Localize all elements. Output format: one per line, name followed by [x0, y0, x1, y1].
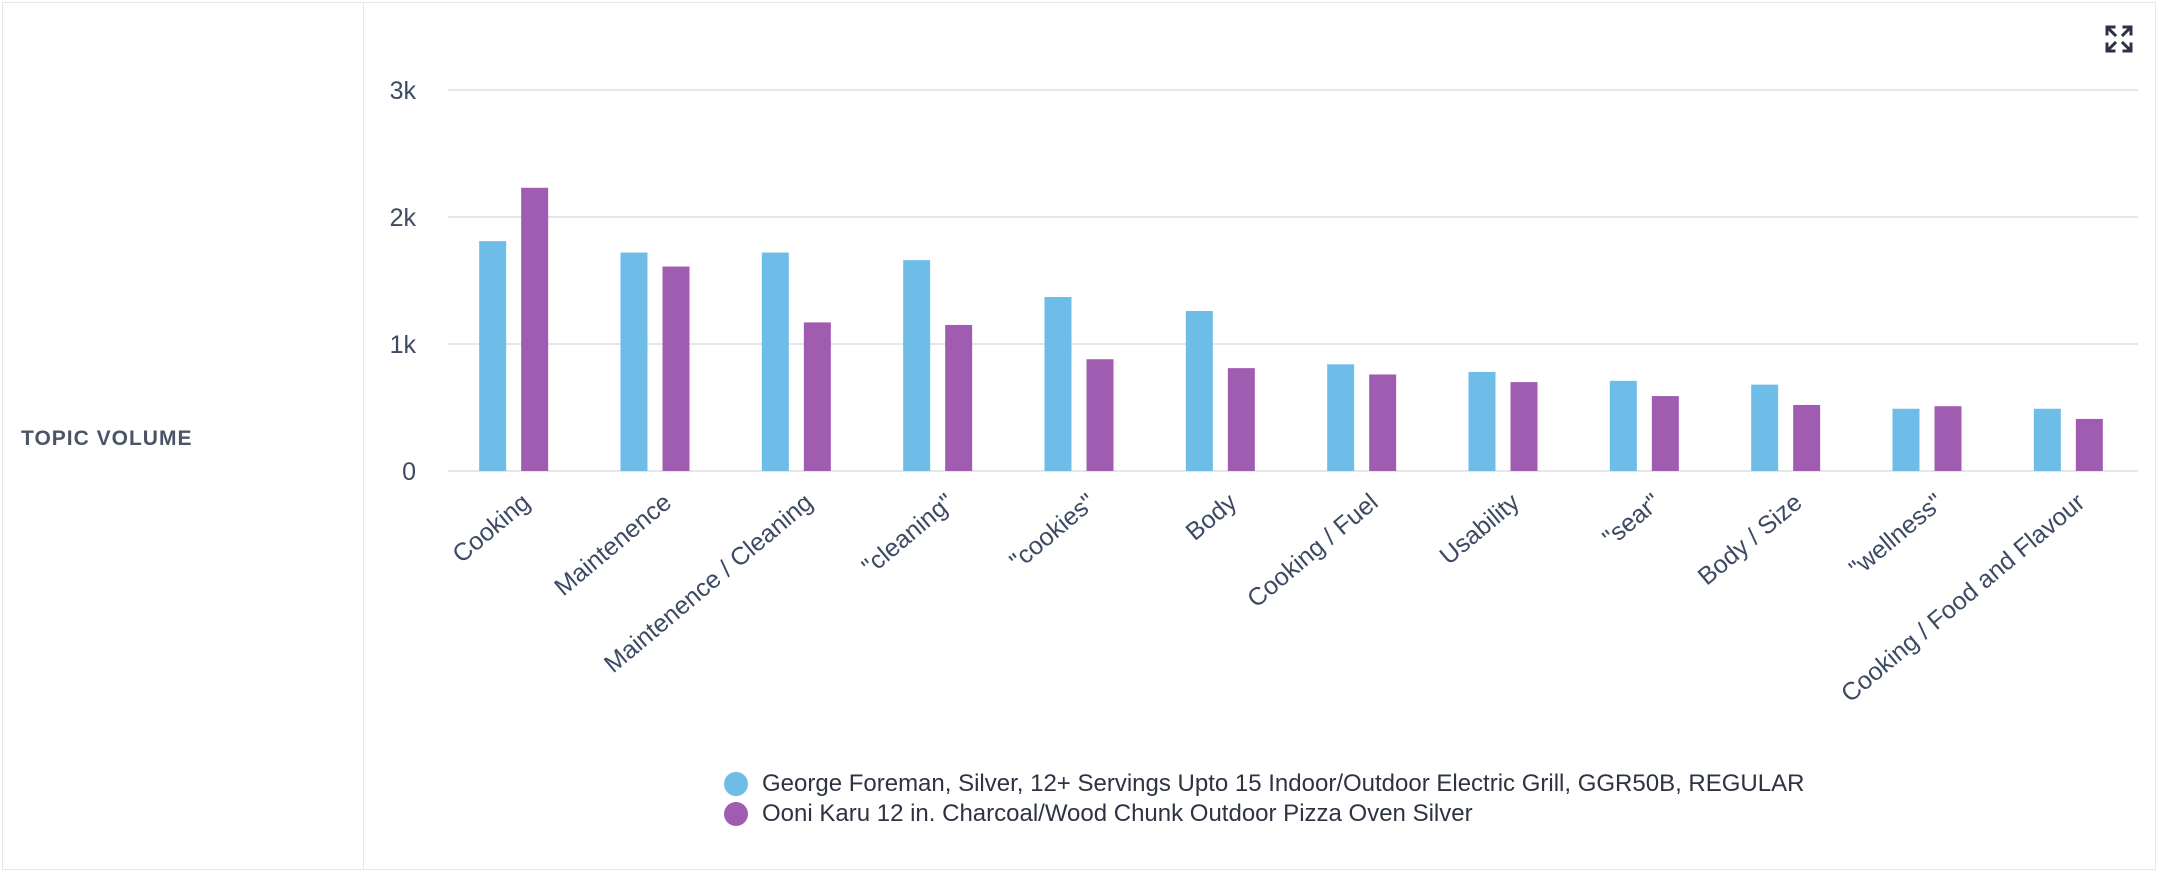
bar-series-1: [1609, 380, 1637, 471]
expand-icon: [2105, 25, 2133, 53]
x-tick-label: "cookies": [1004, 488, 1101, 575]
bar-series-2: [2075, 418, 2103, 471]
bar-series-1: [1044, 297, 1072, 471]
x-tick-label: Cooking / Food and Flavour: [1836, 488, 2090, 708]
bar-series-2: [1227, 368, 1255, 471]
bar-series-1: [1892, 408, 1920, 471]
bar-series-1: [620, 252, 648, 471]
bar-series-2: [521, 187, 549, 472]
y-tick-label: 0: [402, 458, 416, 486]
chart-panel: 0 1k 2k 3k Cooking Maintenence Maintenence / C…: [364, 3, 2155, 869]
bar-series-1: [1468, 371, 1496, 471]
x-tick-label: Usability: [1434, 488, 1525, 570]
x-tick-label: Body / Size: [1693, 488, 1808, 591]
bar-series-2: [803, 322, 831, 471]
y-tick-label: 3k: [390, 77, 417, 105]
bar-series-1: [761, 252, 789, 471]
bar-series-1: [1751, 384, 1779, 471]
bar-series-1: [1185, 310, 1213, 471]
y-tick-label: 1k: [390, 331, 417, 359]
bar-series-2: [1369, 374, 1397, 471]
x-tick-label: "wellness": [1844, 488, 1949, 582]
x-tick-label: Maintenence: [549, 488, 677, 601]
y-tick-label: 2k: [390, 204, 417, 232]
bar-series-1: [2033, 408, 2061, 471]
x-tick-label: "cleaning": [857, 488, 960, 581]
legend-item-series-2[interactable]: Ooni Karu 12 in. Charcoal/Wood Chunk Out…: [724, 799, 1804, 829]
legend-label-series-2: Ooni Karu 12 in. Charcoal/Wood Chunk Out…: [762, 800, 1473, 827]
section-label: TOPIC VOLUME: [21, 427, 193, 450]
bar-series-2: [1510, 382, 1538, 471]
legend-item-series-1[interactable]: George Foreman, Silver, 12+ Servings Upt…: [724, 769, 1804, 799]
legend-marker-series-1: [724, 772, 748, 796]
bar-series-1: [1327, 364, 1355, 471]
expand-button[interactable]: [2101, 21, 2137, 57]
x-tick-label: Cooking / Fuel: [1242, 488, 1383, 613]
x-tick-label: "sear": [1597, 488, 1666, 552]
x-tick-label: Cooking: [447, 488, 535, 568]
bar-series-1: [903, 260, 931, 471]
bar-series-2: [945, 324, 973, 471]
legend-marker-series-2: [724, 802, 748, 826]
legend: George Foreman, Silver, 12+ Servings Upt…: [724, 769, 1804, 829]
x-tick-label: Body: [1181, 488, 1243, 546]
bar-series-2: [1086, 359, 1114, 471]
bar-series-1: [479, 241, 507, 471]
bar-series-2: [662, 266, 690, 471]
bar-series-2: [1651, 396, 1679, 471]
row-label-panel: TOPIC VOLUME: [3, 3, 364, 869]
legend-label-series-1: George Foreman, Silver, 12+ Servings Upt…: [762, 770, 1805, 797]
bar-series-2: [1934, 406, 1962, 471]
bar-series-2: [1793, 404, 1821, 471]
